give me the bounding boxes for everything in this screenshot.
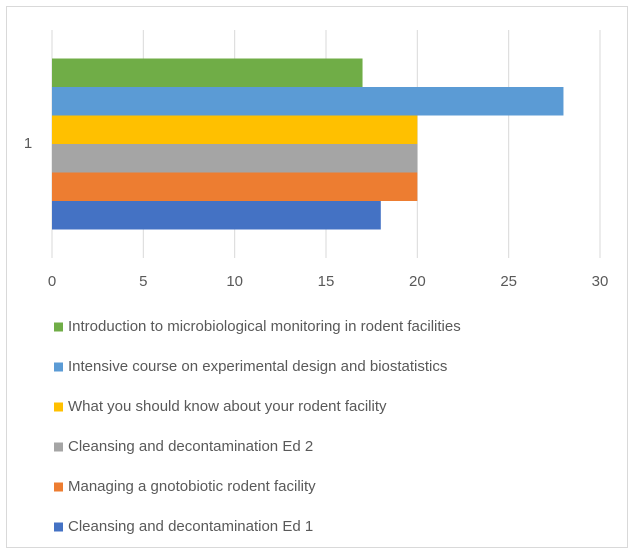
- legend-swatch: [54, 442, 63, 452]
- bar: [52, 115, 418, 144]
- bar: [52, 144, 418, 173]
- legend-label: Cleansing and decontamination Ed 2: [68, 438, 313, 455]
- legend-swatch: [54, 322, 63, 332]
- x-tick-label: 0: [48, 273, 56, 290]
- x-tick-label: 15: [318, 273, 335, 290]
- legend-swatch: [54, 402, 63, 412]
- legend-swatch: [54, 522, 63, 532]
- y-tick-label: 1: [24, 135, 32, 152]
- legend-label: Cleansing and decontamination Ed 1: [68, 518, 313, 535]
- legend-swatch: [54, 482, 63, 492]
- legend-label: Introduction to microbiological monitori…: [68, 318, 461, 335]
- x-tick-label: 10: [226, 273, 243, 290]
- legend-label: What you should know about your rodent f…: [68, 398, 387, 415]
- x-tick-label: 5: [139, 273, 147, 290]
- legend-label: Intensive course on experimental design …: [68, 358, 447, 375]
- bar: [52, 87, 564, 116]
- bar: [52, 58, 363, 87]
- bar: [52, 172, 418, 201]
- x-tick-label: 30: [592, 273, 609, 290]
- legend-swatch: [54, 362, 63, 372]
- bar: [52, 201, 381, 230]
- x-tick-label: 25: [500, 273, 517, 290]
- x-tick-label: 20: [409, 273, 426, 290]
- legend-label: Managing a gnotobiotic rodent facility: [68, 478, 316, 495]
